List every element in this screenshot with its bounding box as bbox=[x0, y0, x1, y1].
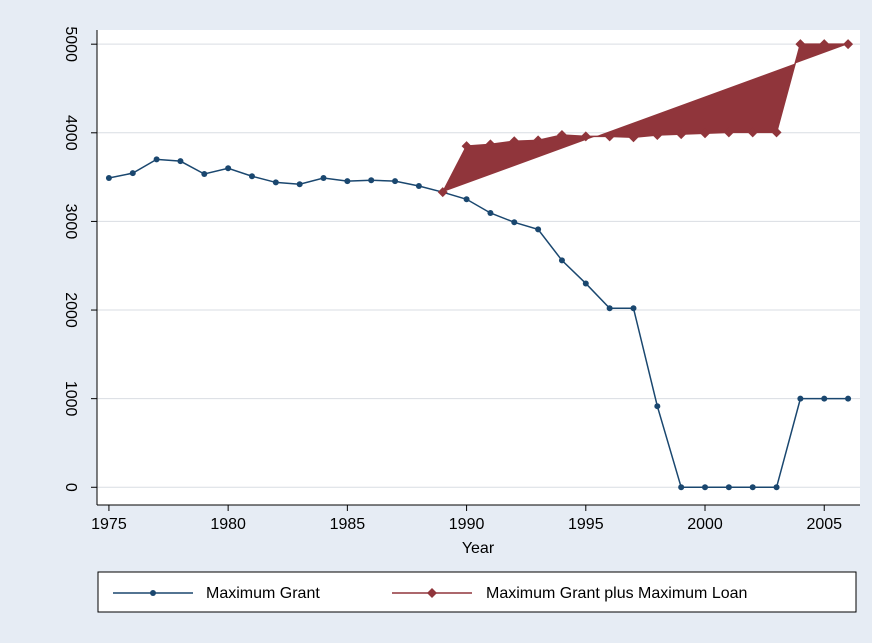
marker bbox=[225, 165, 232, 172]
legend-marker bbox=[427, 588, 437, 598]
marker bbox=[535, 226, 542, 233]
marker bbox=[461, 141, 472, 152]
area bbox=[442, 44, 849, 193]
marker bbox=[604, 131, 615, 142]
marker bbox=[797, 395, 804, 402]
legend-box bbox=[97, 571, 857, 613]
y-tick-label: 2000 bbox=[62, 292, 79, 328]
legend: Maximum Grant Maximum Grant plus Maximum… bbox=[97, 571, 857, 613]
legend-marker bbox=[150, 590, 156, 596]
y-tick-label: 0 bbox=[62, 483, 79, 492]
marker bbox=[845, 395, 852, 402]
marker bbox=[771, 127, 782, 138]
marker bbox=[105, 174, 112, 181]
marker bbox=[821, 395, 828, 402]
series-line bbox=[108, 158, 849, 489]
marker bbox=[843, 39, 854, 50]
marker bbox=[463, 196, 470, 203]
marker bbox=[392, 178, 399, 185]
x-tick-label: 1990 bbox=[449, 516, 485, 533]
marker bbox=[533, 135, 544, 146]
marker bbox=[201, 171, 208, 178]
marker bbox=[580, 131, 591, 142]
x-tick-label: 1980 bbox=[210, 516, 246, 533]
marker bbox=[702, 484, 709, 491]
marker bbox=[795, 39, 806, 50]
marker bbox=[606, 305, 613, 312]
y-tick-label: 1000 bbox=[62, 381, 79, 417]
y-tick-label: 4000 bbox=[62, 115, 79, 151]
marker bbox=[773, 484, 780, 491]
marker bbox=[556, 130, 567, 141]
marker bbox=[511, 219, 518, 226]
marker bbox=[654, 403, 661, 410]
x-tick-label: 1985 bbox=[330, 516, 366, 533]
marker bbox=[344, 178, 351, 185]
marker bbox=[652, 130, 663, 141]
x-axis-label: Year bbox=[462, 540, 495, 557]
marker bbox=[296, 181, 303, 188]
x-tick-label: 2005 bbox=[806, 516, 842, 533]
marker bbox=[153, 156, 160, 163]
x-tick-label: 1975 bbox=[91, 516, 127, 533]
x-tick-label: 1995 bbox=[568, 516, 604, 533]
marker bbox=[725, 484, 732, 491]
marker bbox=[272, 179, 279, 186]
marker bbox=[558, 257, 565, 264]
marker bbox=[819, 39, 830, 50]
marker bbox=[676, 129, 687, 140]
marker bbox=[582, 280, 589, 287]
marker bbox=[723, 127, 734, 138]
marker bbox=[487, 209, 494, 216]
marker bbox=[509, 136, 520, 147]
marker bbox=[747, 127, 758, 138]
marker bbox=[320, 174, 327, 181]
marker bbox=[700, 128, 711, 139]
marker bbox=[749, 484, 756, 491]
marker bbox=[485, 139, 496, 150]
y-tick-label: 3000 bbox=[62, 204, 79, 240]
marker bbox=[628, 132, 639, 143]
marker bbox=[177, 158, 184, 165]
marker bbox=[129, 170, 136, 177]
legend-label: Maximum Grant bbox=[206, 585, 320, 602]
marker bbox=[248, 173, 255, 180]
marker bbox=[437, 187, 448, 198]
marker bbox=[630, 305, 637, 312]
marker bbox=[415, 182, 422, 189]
x-tick-label: 2000 bbox=[687, 516, 723, 533]
y-tick-label: 5000 bbox=[62, 26, 79, 62]
legend-label: Maximum Grant plus Maximum Loan bbox=[486, 585, 747, 602]
marker bbox=[368, 177, 375, 184]
marker bbox=[678, 484, 685, 491]
